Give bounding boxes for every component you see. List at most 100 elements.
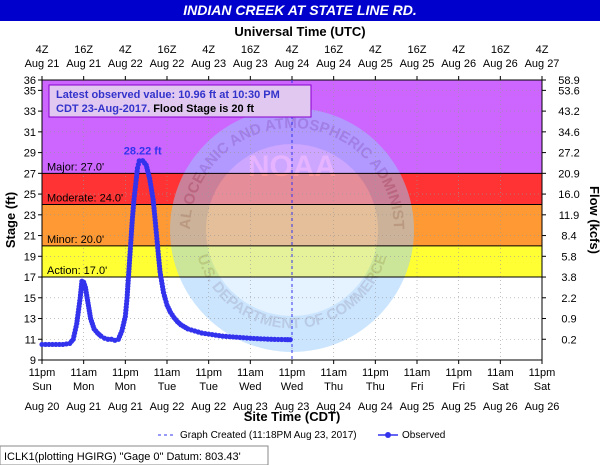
y-tick-label: 17 bbox=[24, 272, 36, 284]
x-bottom-tick-date: Aug 26 bbox=[483, 401, 518, 413]
chart-title: INDIAN CREEK AT STATE LINE RD. bbox=[183, 2, 417, 18]
x-bottom-tick-time: 11pm bbox=[195, 367, 222, 379]
y-tick-label: 13 bbox=[24, 314, 36, 326]
x-bottom-tick-day: Sat bbox=[492, 381, 509, 393]
x-bottom-tick-time: 11pm bbox=[445, 367, 472, 379]
x-top-tick-hour: 4Z bbox=[536, 44, 549, 56]
y-axis-title: Stage (ft) bbox=[3, 192, 18, 248]
x-bottom-tick-date: Aug 21 bbox=[108, 401, 143, 413]
y2-tick-label: 16.0 bbox=[558, 189, 579, 201]
x-top-tick-date: Aug 27 bbox=[525, 58, 560, 70]
x-top-tick-date: Aug 22 bbox=[150, 58, 185, 70]
y2-tick-label: 34.6 bbox=[558, 127, 579, 139]
y2-tick-label: 58.9 bbox=[558, 75, 579, 87]
y2-tick-label: 8.4 bbox=[561, 231, 576, 243]
x-bottom-tick-day: Fri bbox=[411, 381, 424, 393]
x-bottom-tick-day: Sun bbox=[32, 381, 52, 393]
y2-tick-label: 20.9 bbox=[558, 168, 579, 180]
x-bottom-tick-time: 11pm bbox=[529, 367, 556, 379]
x-bottom-tick-day: Mon bbox=[115, 381, 136, 393]
x-top-tick-hour: 16Z bbox=[324, 44, 343, 56]
x-bottom-tick-time: 11pm bbox=[29, 367, 56, 379]
legend: Graph Created (11:18PM Aug 23, 2017) Obs… bbox=[158, 430, 445, 441]
info-line2-date: CDT 23-Aug-2017. bbox=[56, 103, 150, 115]
x-top-tick-hour: 16Z bbox=[491, 44, 510, 56]
y-tick-label: 36 bbox=[24, 75, 36, 87]
x-top-tick-hour: 16Z bbox=[74, 44, 93, 56]
x-bottom-tick-day: Sat bbox=[534, 381, 551, 393]
y2-tick-label: 27.2 bbox=[558, 148, 579, 160]
band-label-minor: Minor: 20.0' bbox=[47, 234, 104, 246]
x-bottom-tick-date: Aug 26 bbox=[525, 401, 560, 413]
band-labels: Major: 27.0' Moderate: 24.0' Minor: 20.0' A… bbox=[42, 161, 542, 278]
x-bottom-tick-time: 11am bbox=[237, 367, 264, 379]
y2-axis-title: Flow (kcfs) bbox=[587, 186, 600, 254]
x-axis-top-ticks: 4Z Aug 21 16Z Aug 21 4Z Aug 22 16Z Aug 22 4Z Aug … bbox=[25, 44, 560, 80]
x-top-tick-date: Aug 22 bbox=[108, 58, 143, 70]
x-top-tick-date: Aug 23 bbox=[191, 58, 226, 70]
x-top-tick-date: Aug 23 bbox=[233, 58, 268, 70]
y-tick-label: 19 bbox=[24, 251, 36, 263]
y2-tick-label: 0.9 bbox=[561, 314, 576, 326]
info-line2-flood: Flood Stage is 20 ft bbox=[150, 103, 254, 115]
y-tick-label: 27 bbox=[24, 168, 36, 180]
info-line2: CDT 23-Aug-2017. Flood Stage is 20 ft bbox=[56, 103, 254, 115]
x-bottom-tick-date: Aug 24 bbox=[358, 401, 393, 413]
y-tick-label: 31 bbox=[24, 127, 36, 139]
bottom-axis-title: Site Time (CDT) bbox=[244, 409, 341, 424]
x-top-tick-hour: 16Z bbox=[408, 44, 427, 56]
x-top-tick-hour: 16Z bbox=[241, 44, 260, 56]
legend-observed-marker bbox=[385, 432, 391, 438]
footer-text: ICLK1(plotting HGIRG) "Gage 0" Datum: 80… bbox=[4, 451, 241, 463]
y-tick-label: 11 bbox=[25, 334, 36, 346]
y2-tick-label: 11.9 bbox=[559, 210, 580, 222]
x-bottom-tick-day: Tue bbox=[199, 381, 218, 393]
y2-tick-label: 0.2 bbox=[561, 334, 576, 346]
y2-tick-label: 43.2 bbox=[558, 106, 579, 118]
x-top-tick-hour: 4Z bbox=[369, 44, 382, 56]
x-top-tick-date: Aug 21 bbox=[66, 58, 101, 70]
info-line1: Latest observed value: 10.96 ft at 10:30… bbox=[56, 89, 280, 101]
x-bottom-tick-time: 11pm bbox=[279, 367, 306, 379]
y-tick-label: 9 bbox=[30, 355, 36, 367]
y-tick-label: 21 bbox=[24, 231, 36, 243]
y2-tick-label: 53.6 bbox=[558, 85, 579, 97]
peak-label: 28.22 ft bbox=[124, 146, 162, 158]
x-bottom-tick-date: Aug 20 bbox=[25, 401, 60, 413]
x-top-tick-date: Aug 25 bbox=[358, 58, 393, 70]
x-bottom-tick-time: 11am bbox=[320, 367, 347, 379]
y2-axis-ticks: 0.2 0.9 2.2 3.8 5.8 8.4 11.9 16.0 20.9 27.2 34.6 43… bbox=[542, 75, 580, 346]
x-bottom-tick-day: Fri bbox=[452, 381, 465, 393]
observed-series bbox=[39, 158, 293, 348]
x-bottom-tick-date: Aug 23 bbox=[233, 401, 268, 413]
x-top-tick-date: Aug 24 bbox=[275, 58, 310, 70]
observed-point bbox=[287, 337, 293, 343]
x-bottom-tick-day: Mon bbox=[73, 381, 94, 393]
x-bottom-tick-time: 11am bbox=[154, 367, 181, 379]
x-axis-bottom-ticks: 11pm Sun Aug 20 11am Mon Aug 21 11pm Mon Aug 21 1… bbox=[25, 360, 560, 413]
x-top-tick-hour: 4Z bbox=[452, 44, 465, 56]
x-bottom-tick-day: Tue bbox=[158, 381, 177, 393]
info-box bbox=[48, 84, 312, 118]
y2-tick-label: 2.2 bbox=[561, 293, 576, 305]
y-tick-label: 23 bbox=[24, 210, 36, 222]
footer-box bbox=[0, 445, 269, 465]
x-top-tick-hour: 4Z bbox=[286, 44, 299, 56]
x-bottom-tick-time: 11pm bbox=[362, 367, 389, 379]
x-bottom-tick-date: Aug 25 bbox=[400, 401, 435, 413]
band-label-major: Major: 27.0' bbox=[47, 161, 104, 173]
x-bottom-tick-date: Aug 23 bbox=[275, 401, 310, 413]
band-label-moderate: Moderate: 24.0' bbox=[47, 192, 123, 204]
x-bottom-tick-time: 11pm bbox=[112, 367, 139, 379]
legend-created-label: Graph Created (11:18PM Aug 23, 2017) bbox=[180, 430, 357, 441]
x-bottom-tick-time: 11am bbox=[70, 367, 97, 379]
top-axis-title: Universal Time (UTC) bbox=[234, 24, 365, 39]
x-top-tick-date: Aug 26 bbox=[483, 58, 518, 70]
x-bottom-tick-day: Wed bbox=[239, 381, 261, 393]
y-tick-label: 15 bbox=[24, 293, 36, 305]
x-bottom-tick-date: Aug 24 bbox=[316, 401, 351, 413]
x-top-tick-date: Aug 25 bbox=[400, 58, 435, 70]
x-bottom-tick-date: Aug 21 bbox=[66, 401, 101, 413]
